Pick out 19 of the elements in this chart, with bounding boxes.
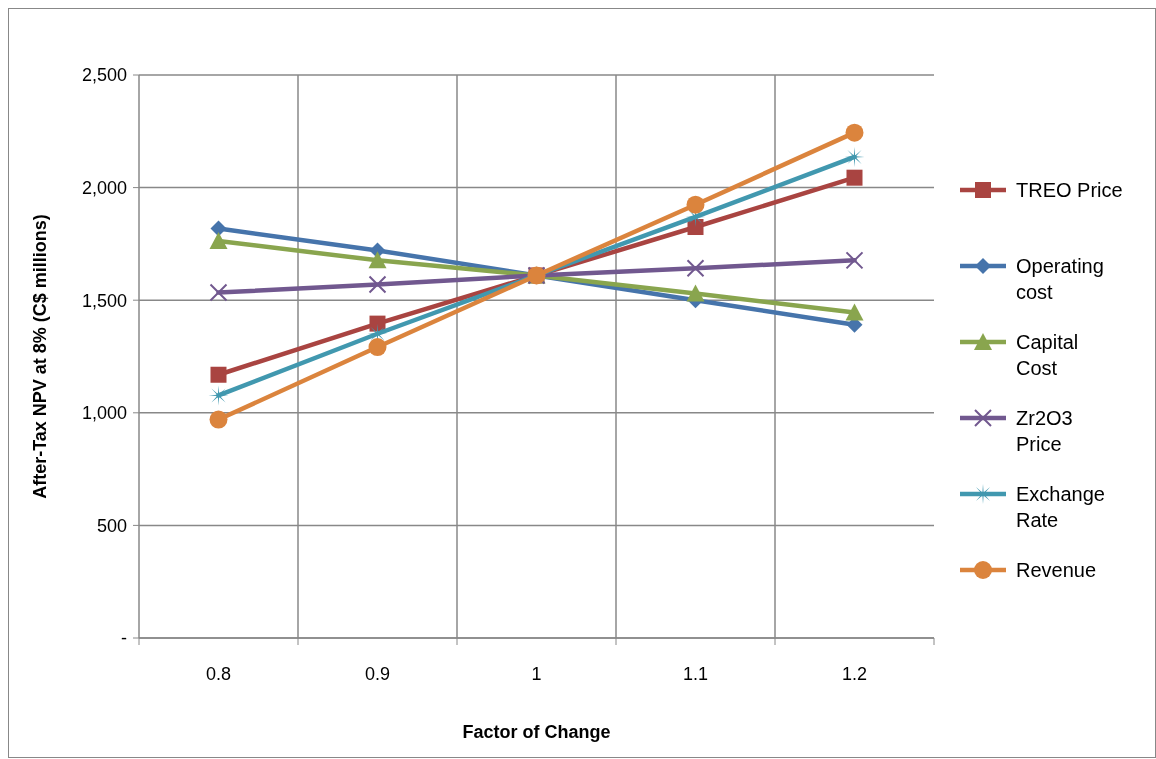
legend-label: Revenue xyxy=(1016,559,1097,581)
y-tick-label: 1,000 xyxy=(81,403,127,424)
legend-label: Zr2O3 Price xyxy=(1016,407,1073,455)
legend-label: Capital Cost xyxy=(1016,331,1079,379)
legend-label: Operating cost xyxy=(1016,255,1104,303)
x-axis-title: Factor of Change xyxy=(462,722,611,742)
x-tick-label: 1.2 xyxy=(841,664,868,684)
y-tick-label: 500 xyxy=(96,515,127,536)
x-tick-label: 1 xyxy=(531,664,542,684)
x-tick-label: 0.9 xyxy=(364,664,391,684)
x-tick-label: 0.8 xyxy=(205,664,232,684)
y-axis-title: After-Tax NPV at 8% (C$ millions) xyxy=(30,214,50,499)
legend-label: TREO Price xyxy=(1016,179,1123,201)
x-tick-label: 1.1 xyxy=(682,664,709,684)
y-tick-label: 2,000 xyxy=(81,177,127,198)
legend-label: Exchange Rate xyxy=(1016,483,1105,531)
y-tick-label: 2,500 xyxy=(81,65,127,86)
y-tick-label: - xyxy=(121,628,127,649)
y-tick-label: 1,500 xyxy=(81,290,127,311)
